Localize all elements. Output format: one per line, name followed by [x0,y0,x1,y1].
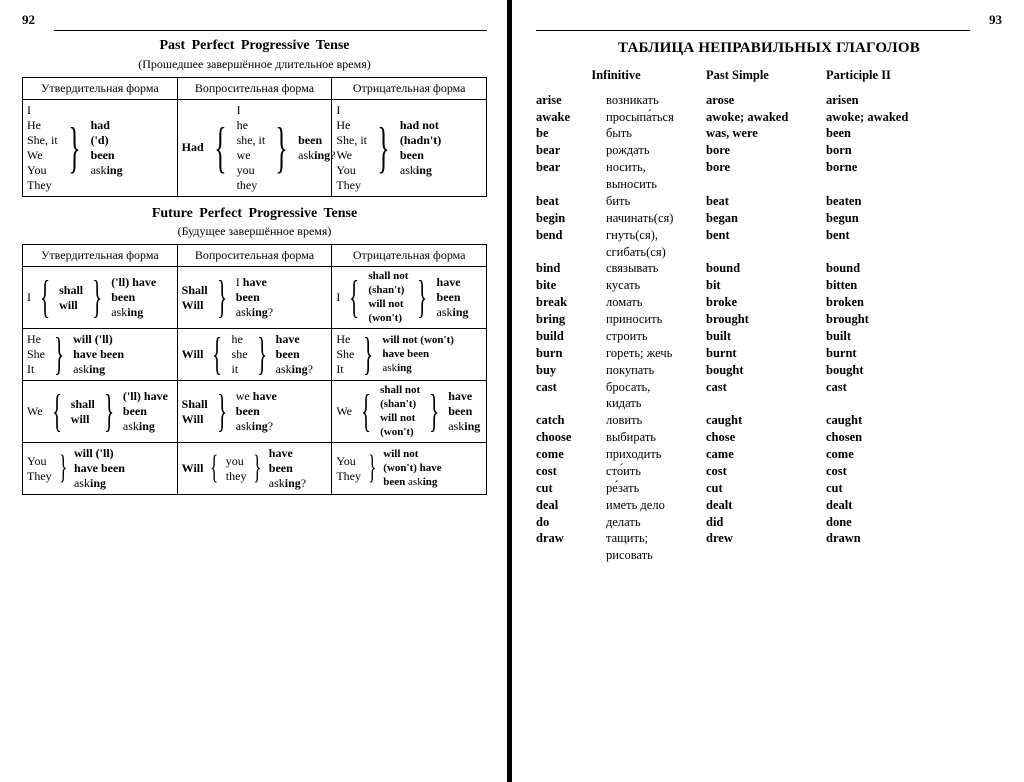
header-rule [536,30,970,31]
verb-row: buyпокупатьboughtbought [536,362,1002,379]
verbs-list: ariseвозникатьarosearisenawakeпросыпа́ть… [536,92,1002,565]
header-participle: Participle II [826,68,926,84]
verb-row: costсто́итьcostcost [536,463,1002,480]
verb-row: drawтащить;drewdrawn [536,530,1002,547]
col-negative: Отрицательная форма [332,245,487,267]
verb-row: burnгореть; жечьburntburnt [536,345,1002,362]
verb-row: castбросать,castcast [536,379,1002,396]
header-past-simple: Past Simple [706,68,816,84]
future-tense-title: Future Perfect Progressive Tense [22,205,487,223]
verb-row: bearрождатьboreborn [536,142,1002,159]
past-tense-title: Past Perfect Progressive Tense [22,37,487,55]
verb-row: bringприноситьbroughtbrought [536,311,1002,328]
verb-row: bendгнуть(ся),bentbent [536,227,1002,244]
col-affirm: Утвердительная форма [23,245,178,267]
cell-negative: I { shall not (shan't) will not (won't) … [332,267,487,329]
verb-row: выносить [536,176,1002,193]
cell-affirm: He She It } will ('ll) have been asking [23,329,178,381]
col-affirm: Утвердительная форма [23,77,178,99]
past-tense-subtitle: (Прошедшее завершённое длительное время) [22,57,487,72]
book-spread: 92 Past Perfect Progressive Tense (Проше… [0,0,1024,782]
verb-row: beatбитьbeatbeaten [536,193,1002,210]
verb-stack: had ('d) been asking [91,118,123,178]
cell-affirm: We { shall will } ('ll) have been asking [23,381,178,443]
cell-affirm: I { shall will } ('ll) have been asking [23,267,178,329]
header-rule [54,30,487,31]
verb-row: dealиметь делоdealtdealt [536,497,1002,514]
future-tense-table: Утвердительная форма Вопросительная форм… [22,244,487,495]
pronoun-list: I he she, it we you they [237,103,266,193]
verb-row: cutре́затьcutcut [536,480,1002,497]
verb-row: ariseвозникатьarosearisen [536,92,1002,109]
cell-negative: We { shall not (shan't) will not (won't)… [332,381,487,443]
brace-icon: } [276,127,288,169]
cell-question: Shall Will } I have been asking? [177,267,332,329]
verb-row: bearносить,boreborne [536,159,1002,176]
verb-row: beginначинать(ся)beganbegun [536,210,1002,227]
verb-row: рисовать [536,547,1002,564]
verb-row: beбытьwas, werebeen [536,125,1002,142]
verb-row: awakeпросыпа́тьсяawoke; awakedawoke; awa… [536,109,1002,126]
cell-negative: He She It } will not (won't) have been a… [332,329,487,381]
future-tense-subtitle: (Будущее завершённое время) [22,224,487,239]
cell-question: Will { he she it } have been asking? [177,329,332,381]
cell-affirm: You They } will ('ll) have been asking [23,443,178,495]
brace-icon: { [214,127,226,169]
col-question: Вопросительная форма [177,245,332,267]
verb-row: bindсвязыватьboundbound [536,260,1002,277]
past-tense-table: Утвердительная форма Вопросительная форм… [22,77,487,197]
verb-row: chooseвыбиратьchosechosen [536,429,1002,446]
verb-row: biteкусатьbitbitten [536,277,1002,294]
page-number-right: 93 [536,12,1002,28]
verb-row: кидать [536,395,1002,412]
verbs-title: ТАБЛИЦА НЕПРАВИЛЬНЫХ ГЛАГОЛОВ [536,39,1002,58]
page-right: 93 ТАБЛИЦА НЕПРАВИЛЬНЫХ ГЛАГОЛОВ Infinit… [512,0,1024,782]
header-infinitive: Infinitive [536,68,696,84]
cell-question: Had { I he she, it we you they } been [177,99,332,196]
brace-icon: } [68,127,80,169]
cell-negative: You They } will not (won't) have been as… [332,443,487,495]
pronoun-list: I He She, it We You They [27,103,58,193]
cell-affirm: I He She, it We You They } had ('d) been [23,99,178,196]
pronoun-list: I He She, it We You They [336,103,367,193]
cell-negative: I He She, it We You They } had not (hadn… [332,99,487,196]
cell-question: Will { you they } have been asking? [177,443,332,495]
verb-row: catchловитьcaughtcaught [536,412,1002,429]
verb-row: сгибать(ся) [536,244,1002,261]
page-number-left: 92 [22,12,487,28]
verb-row: comeприходитьcamecome [536,446,1002,463]
verb-row: doделатьdiddone [536,514,1002,531]
cell-question: Shall Will } we have been asking? [177,381,332,443]
col-question: Вопросительная форма [177,77,332,99]
verb-row: breakломатьbrokebroken [536,294,1002,311]
verb-stack: been asking? [298,133,335,163]
page-left: 92 Past Perfect Progressive Tense (Проше… [0,0,512,782]
brace-icon: } [377,127,389,169]
verb-stack: had not (hadn't) been asking [400,118,441,178]
verb-row: buildстроитьbuiltbuilt [536,328,1002,345]
col-negative: Отрицательная форма [332,77,487,99]
verbs-header: Infinitive Past Simple Participle II [536,68,1002,84]
